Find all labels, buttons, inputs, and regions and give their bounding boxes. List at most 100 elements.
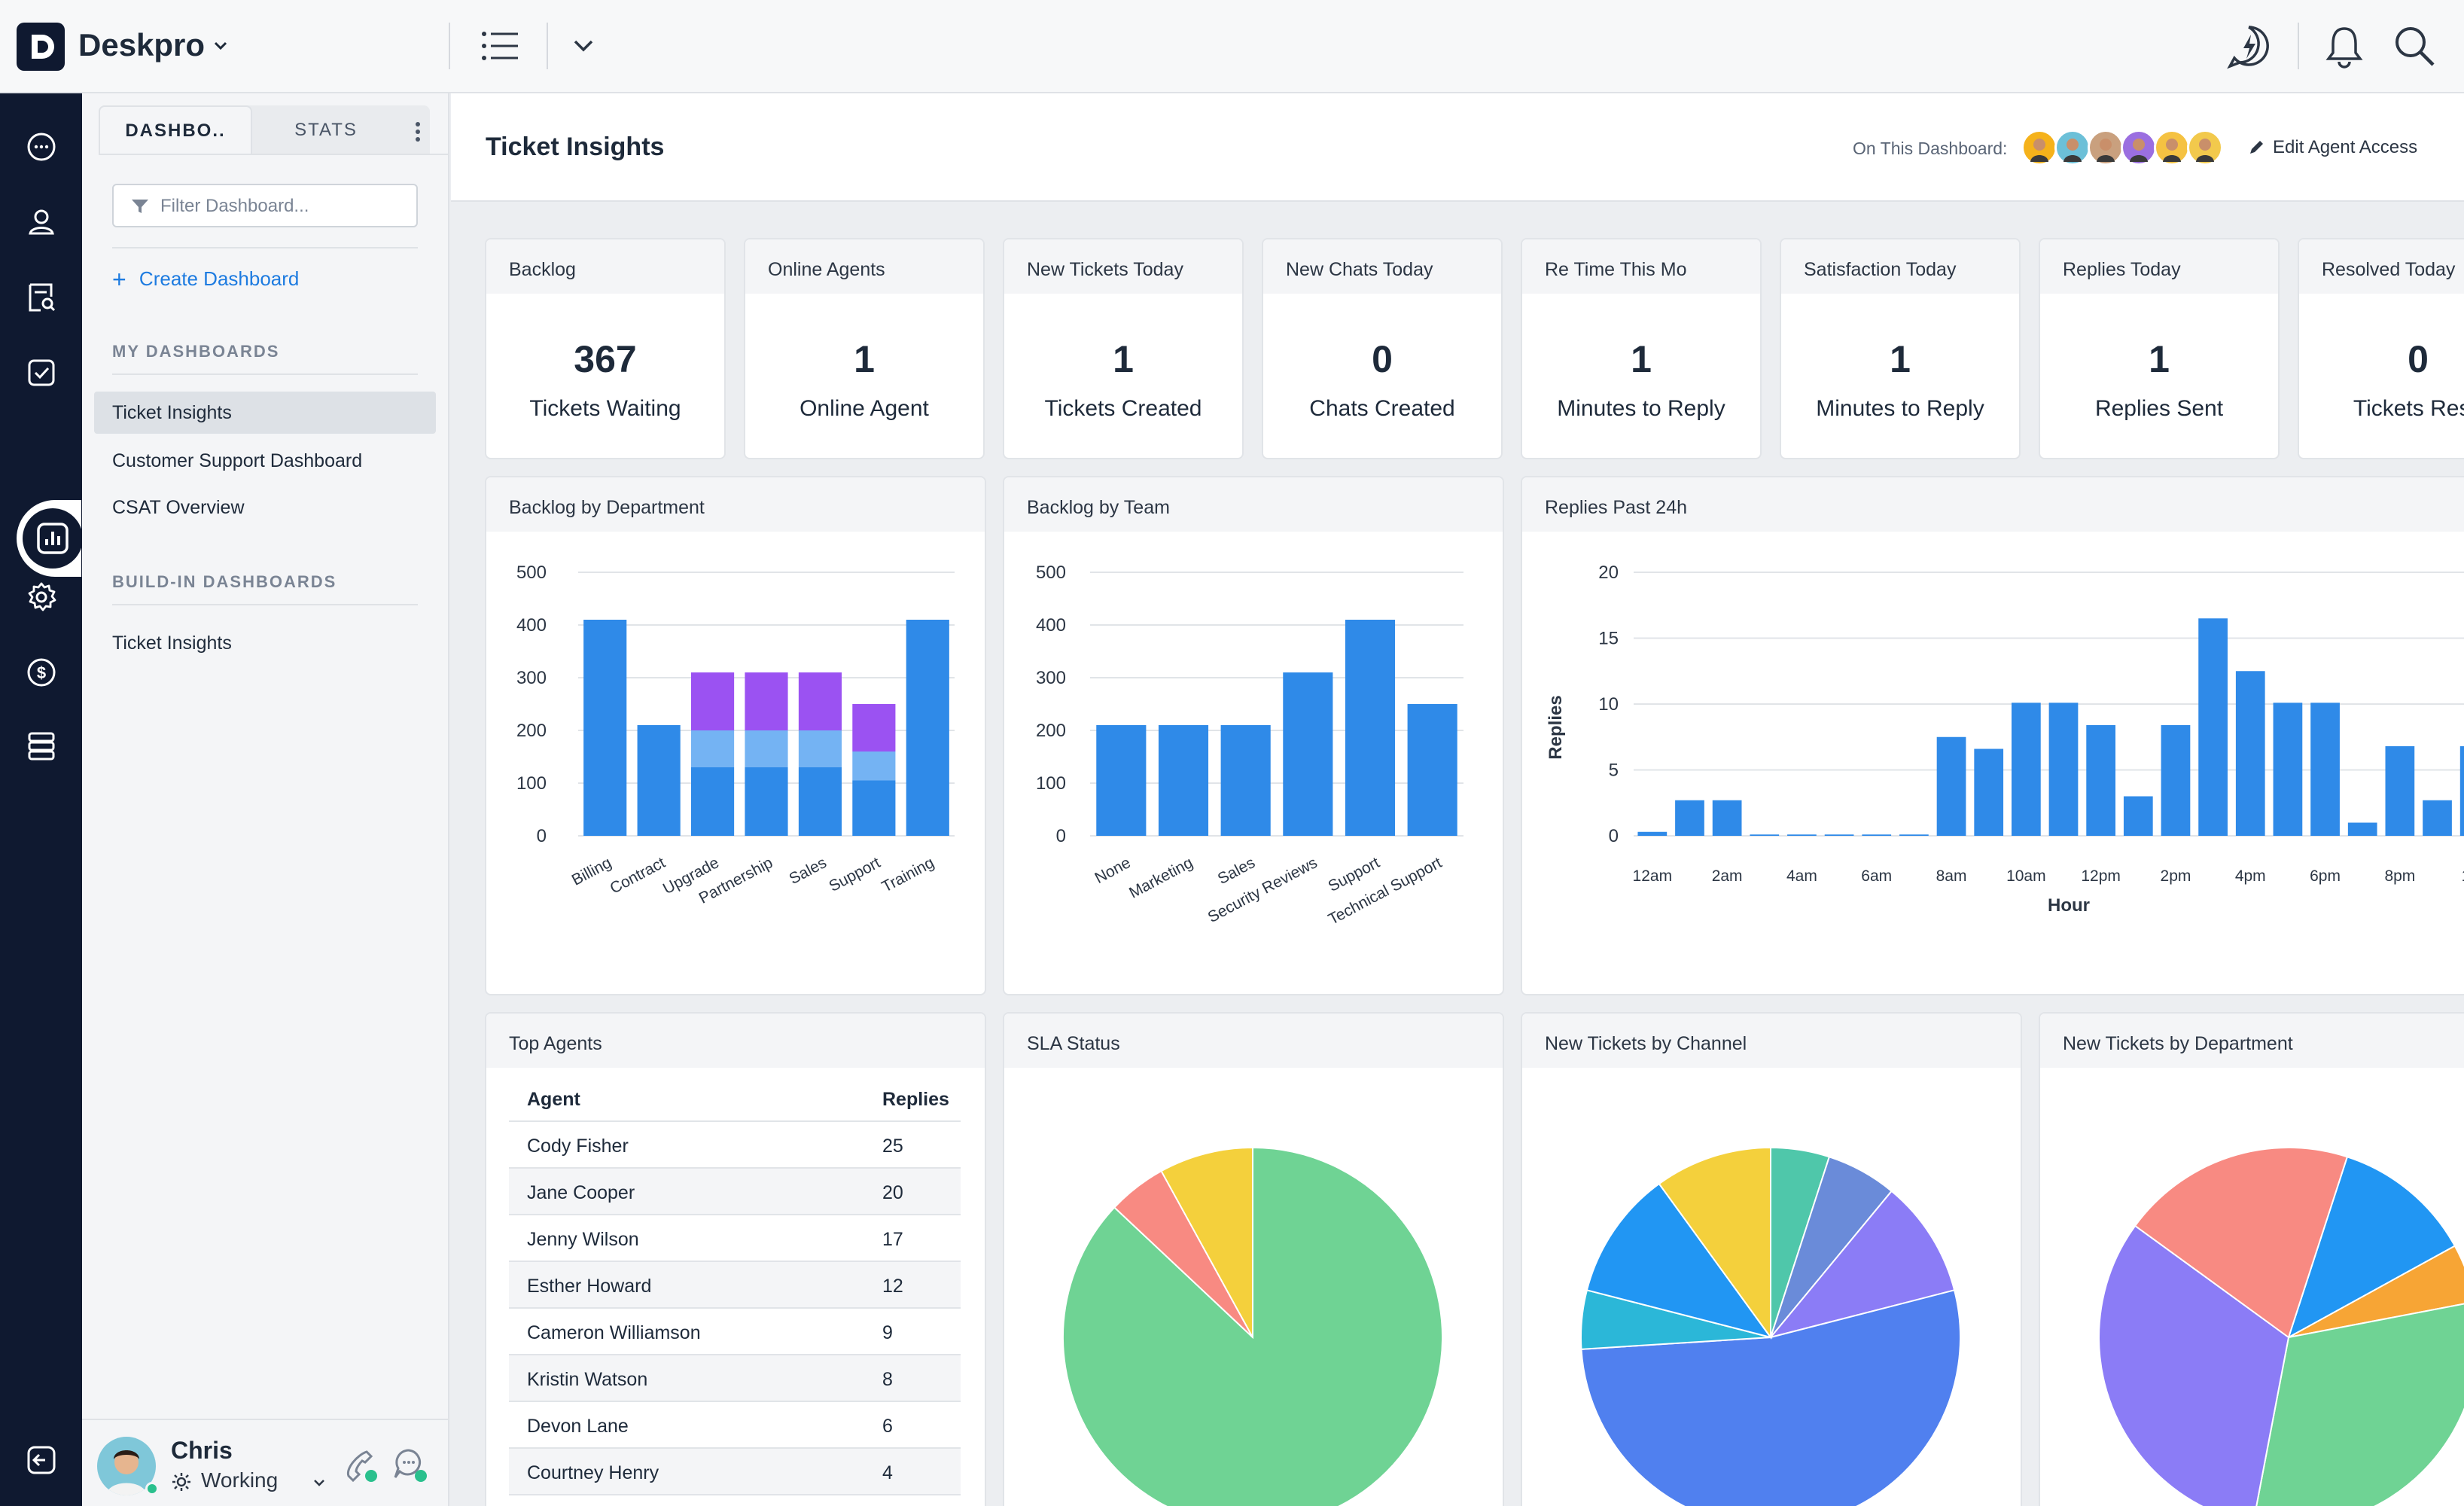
bar[interactable] <box>798 767 842 836</box>
phone-status-icon[interactable] <box>343 1446 380 1485</box>
bar[interactable] <box>798 730 842 767</box>
filter-dashboard-input[interactable]: Filter Dashboard... <box>112 184 418 227</box>
column-header-agent[interactable]: Agent <box>527 1089 580 1110</box>
pie-slice[interactable] <box>2098 1224 2290 1506</box>
edit-agent-access-link[interactable]: Edit Agent Access <box>2273 137 2418 157</box>
bar[interactable] <box>691 730 735 767</box>
agent-avatar[interactable] <box>2187 130 2223 166</box>
bar[interactable] <box>583 620 627 836</box>
pie-slice[interactable] <box>2288 1245 2464 1338</box>
chat-icon[interactable] <box>23 128 60 166</box>
bar[interactable] <box>1637 831 1668 836</box>
bar[interactable] <box>1096 725 1147 836</box>
sidebar-item-customer-support-dashboard[interactable]: Customer Support Dashboard <box>112 450 363 471</box>
lightning-icon[interactable] <box>2227 24 2271 69</box>
chevron-down-icon[interactable] <box>211 36 230 56</box>
tab-stats[interactable]: STATS <box>294 120 358 140</box>
bar[interactable] <box>906 620 949 836</box>
bar[interactable] <box>1283 672 1333 836</box>
pie-slice[interactable] <box>1585 1182 1773 1339</box>
agent-avatar[interactable] <box>2054 130 2091 166</box>
column-header-replies[interactable]: Replies <box>882 1089 949 1110</box>
chevron-down-icon[interactable] <box>311 1474 327 1491</box>
stat-card[interactable]: Replies Today 1 Replies Sent <box>2039 238 2280 459</box>
stat-card[interactable]: New Tickets Today 1 Tickets Created <box>1003 238 1244 459</box>
bar[interactable] <box>2161 725 2191 836</box>
sidebar-item-builtin-ticket-insights[interactable]: Ticket Insights <box>112 632 232 654</box>
bar[interactable] <box>745 672 788 730</box>
table-row[interactable]: Jenny Wilson 17 <box>509 1215 961 1262</box>
pie-slice[interactable] <box>1580 1289 1961 1506</box>
stat-card[interactable]: Satisfaction Today 1 Minutes to Reply <box>1780 238 2021 459</box>
more-vertical-icon[interactable] <box>413 120 422 143</box>
avatar[interactable] <box>97 1437 156 1495</box>
agent-avatar[interactable] <box>2121 130 2157 166</box>
collapse-sidebar-icon[interactable] <box>23 1441 60 1479</box>
ticket-search-icon[interactable] <box>23 279 60 316</box>
bar[interactable] <box>745 767 788 836</box>
user-icon[interactable] <box>23 203 60 241</box>
sidebar-item-csat-overview[interactable]: CSAT Overview <box>112 496 245 518</box>
bar[interactable] <box>2347 822 2377 837</box>
stat-card[interactable]: Re Time This Mo 1 Minutes to Reply <box>1521 238 1762 459</box>
bar[interactable] <box>637 725 681 836</box>
bar[interactable] <box>1974 748 2004 837</box>
table-row[interactable]: Devon Lane 6 <box>509 1402 961 1449</box>
user-status[interactable]: Working <box>201 1468 279 1492</box>
agent-avatar[interactable] <box>2154 130 2190 166</box>
tab-dashboards[interactable]: DASHBO.. <box>99 105 252 155</box>
agent-avatar[interactable] <box>2088 130 2124 166</box>
bar[interactable] <box>1862 834 1892 836</box>
bar[interactable] <box>2459 746 2464 836</box>
gear-settings-icon[interactable] <box>23 578 60 616</box>
bar[interactable] <box>1936 736 1966 836</box>
table-row[interactable]: Esther Howard 12 <box>509 1262 961 1309</box>
pie-slice[interactable] <box>1658 1146 1771 1340</box>
bar[interactable] <box>2310 703 2340 836</box>
pencil-icon[interactable] <box>2247 139 2265 157</box>
bar[interactable] <box>2048 703 2079 836</box>
chevron-down-icon[interactable] <box>571 35 596 57</box>
database-icon[interactable] <box>23 727 60 765</box>
bar[interactable] <box>1675 800 1704 836</box>
bar[interactable] <box>745 730 788 767</box>
bar[interactable] <box>691 672 735 730</box>
bar[interactable] <box>852 780 896 837</box>
bar[interactable] <box>691 767 735 836</box>
bar[interactable] <box>1712 800 1742 836</box>
bar[interactable] <box>1750 834 1780 836</box>
bar[interactable] <box>1158 725 1209 836</box>
table-row[interactable]: Kristin Watson 8 <box>509 1355 961 1402</box>
reports-chart-icon[interactable] <box>34 520 72 557</box>
pie-slice[interactable] <box>2134 1147 2349 1339</box>
agent-avatar[interactable] <box>2021 130 2057 166</box>
task-check-icon[interactable] <box>23 354 60 392</box>
create-dashboard-link[interactable]: + Create Dashboard <box>112 264 299 293</box>
bar[interactable] <box>2385 746 2415 836</box>
bar[interactable] <box>852 704 896 751</box>
bar[interactable] <box>2198 618 2228 836</box>
bar[interactable] <box>2423 800 2452 836</box>
bar[interactable] <box>1220 725 1271 836</box>
pie-slice[interactable] <box>1768 1190 1956 1339</box>
bar[interactable] <box>2086 725 2116 836</box>
bar[interactable] <box>2123 796 2153 837</box>
bar[interactable] <box>2273 703 2303 836</box>
stat-card[interactable]: Resolved Today 0 Tickets Reso <box>2298 238 2464 459</box>
stat-card[interactable]: Online Agents 1 Online Agent <box>744 238 985 459</box>
pie-slice[interactable] <box>1160 1146 1253 1338</box>
table-row[interactable]: Cameron Williamson 9 <box>509 1309 961 1355</box>
sidebar-item-ticket-insights[interactable]: Ticket Insights <box>94 392 436 434</box>
search-icon[interactable] <box>2392 24 2438 69</box>
bar[interactable] <box>852 751 896 781</box>
gear-icon[interactable] <box>23 503 60 541</box>
stat-card[interactable]: New Chats Today 0 Chats Created <box>1262 238 1503 459</box>
bar[interactable] <box>798 672 842 730</box>
chat-status-icon[interactable] <box>392 1446 430 1485</box>
stat-card[interactable]: Backlog 367 Tickets Waiting <box>485 238 726 459</box>
list-view-icon[interactable] <box>480 29 519 63</box>
table-row[interactable]: Cody Fisher 25 <box>509 1122 961 1169</box>
bar[interactable] <box>1824 834 1854 836</box>
bar[interactable] <box>1345 620 1396 836</box>
bar[interactable] <box>1407 704 1457 836</box>
